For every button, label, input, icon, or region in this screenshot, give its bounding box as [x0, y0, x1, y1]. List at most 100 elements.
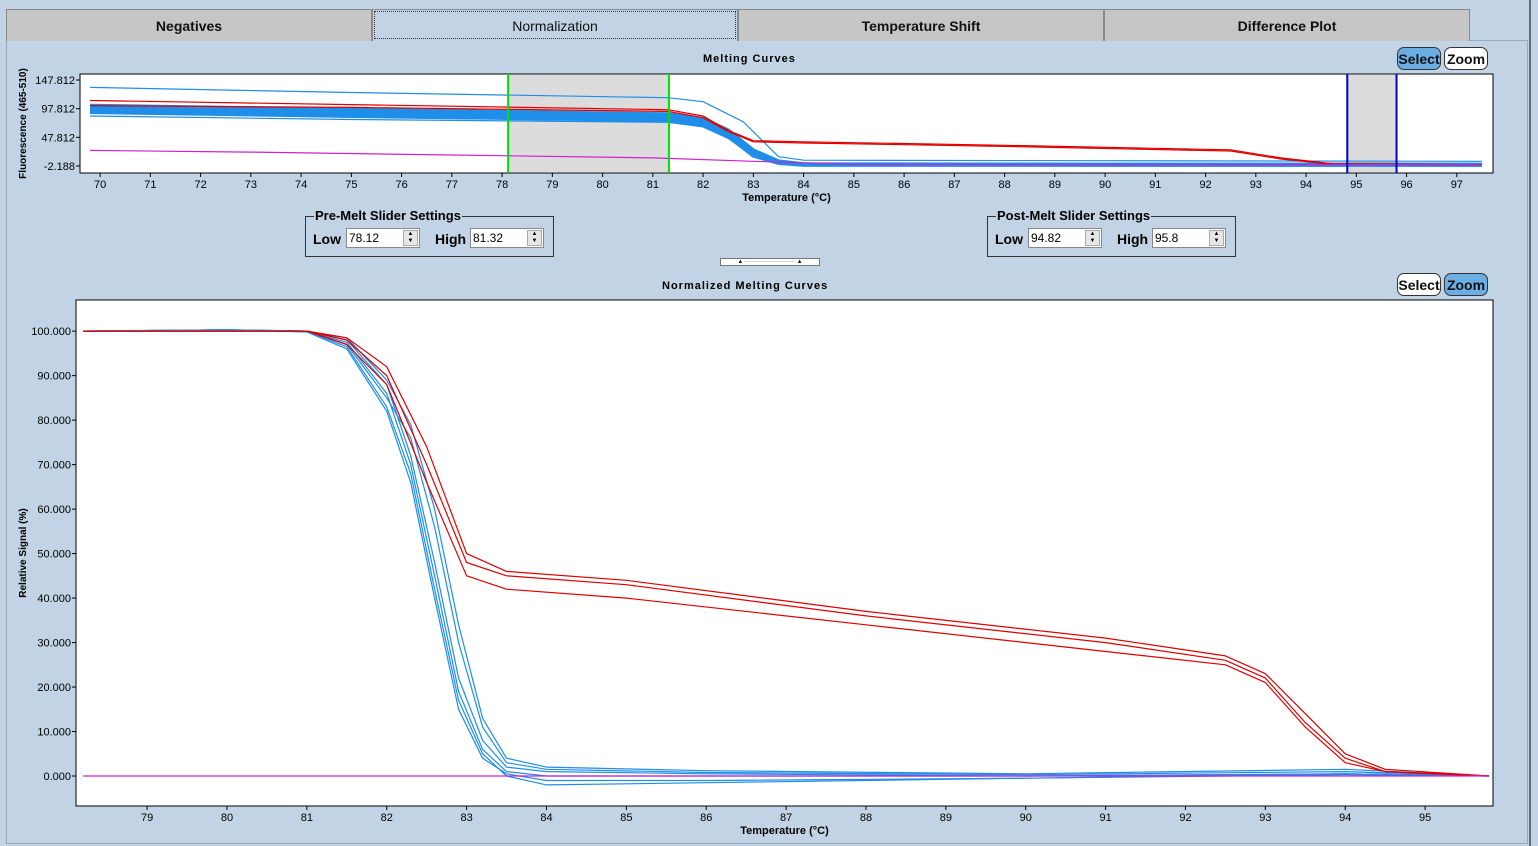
y-tick-label: 97.812 [41, 104, 75, 116]
x-tick-label: 92 [1199, 179, 1211, 191]
series-sample-high [89, 86, 1482, 162]
x-tick-label: 91 [1099, 812, 1111, 824]
postmelt-title: Post-Melt Slider Settings [996, 208, 1152, 223]
premelt-low-label: Low [313, 231, 341, 247]
tab-normalization[interactable]: Normalization [372, 9, 738, 41]
x-tick-label: 88 [860, 812, 872, 824]
melting-curves-title: Melting Curves [703, 53, 796, 65]
x-axis-label: Temperature (°C) [740, 825, 829, 837]
y-tick-label: 20.000 [37, 682, 71, 694]
postmelt-low-value: 94.82 [1031, 231, 1062, 245]
spin-arrows-icon[interactable]: ▲ ▼ [403, 230, 418, 246]
y-tick-label: 70.000 [37, 460, 71, 472]
x-tick-label: 71 [144, 179, 156, 191]
bottom-zoom-button[interactable]: Zoom [1444, 273, 1488, 296]
x-tick-label: 73 [245, 179, 257, 191]
top-zoom-button[interactable]: Zoom [1444, 47, 1488, 70]
postmelt-high-value: 95.8 [1155, 231, 1179, 245]
series-positive-2 [83, 330, 1490, 777]
premelt-low-value: 78.12 [349, 231, 380, 245]
y-tick-label: -2.188 [44, 161, 75, 173]
x-tick-label: 95 [1350, 179, 1362, 191]
premelt-high-value: 81.32 [473, 231, 504, 245]
spin-arrows-icon[interactable]: ▲ ▼ [527, 230, 542, 246]
x-tick-label: 89 [1049, 179, 1061, 191]
y-tick-label: 90.000 [37, 371, 71, 383]
window-border [1529, 0, 1538, 846]
series-positive-3 [83, 330, 1490, 777]
y-tick-label: 147.812 [35, 75, 75, 87]
x-tick-label: 74 [295, 179, 307, 191]
spin-arrows-icon[interactable]: ▲ ▼ [1085, 230, 1100, 246]
x-tick-label: 86 [898, 179, 910, 191]
x-tick-label: 82 [381, 812, 393, 824]
x-tick-label: 77 [446, 179, 458, 191]
tab-difference-plot[interactable]: Difference Plot [1104, 9, 1470, 41]
x-tick-label: 95 [1419, 812, 1431, 824]
bottom-select-button[interactable]: Select [1397, 273, 1441, 296]
x-axis-label: Temperature (°C) [742, 192, 831, 204]
y-tick-label: 50.000 [37, 549, 71, 561]
x-tick-label: 70 [94, 179, 106, 191]
x-tick-label: 90 [1099, 179, 1111, 191]
x-tick-label: 81 [301, 812, 313, 824]
x-tick-label: 85 [848, 179, 860, 191]
premelt-slider-settings: Pre-Melt Slider Settings Low 78.12 ▲ ▼ Hig… [305, 208, 554, 257]
x-tick-label: 85 [620, 812, 632, 824]
x-tick-label: 93 [1250, 179, 1262, 191]
postmelt-low-input[interactable]: 94.82 ▲ ▼ [1028, 228, 1102, 248]
plot-area [75, 299, 1494, 807]
tab-negatives[interactable]: Negatives [6, 9, 372, 41]
series-positive-1 [83, 330, 1490, 777]
x-tick-label: 94 [1339, 812, 1351, 824]
x-tick-label: 76 [395, 179, 407, 191]
x-tick-label: 84 [797, 179, 809, 191]
postmelt-high-label: High [1117, 231, 1149, 247]
post-melt-region [1347, 75, 1397, 172]
premelt-low-input[interactable]: 78.12 ▲ ▼ [346, 228, 420, 248]
x-tick-label: 81 [647, 179, 659, 191]
x-tick-label: 97 [1451, 179, 1463, 191]
x-tick-label: 87 [948, 179, 960, 191]
x-tick-label: 80 [221, 812, 233, 824]
x-tick-label: 83 [747, 179, 759, 191]
x-tick-label: 83 [460, 812, 472, 824]
x-tick-label: 90 [1020, 812, 1032, 824]
y-tick-label: 30.000 [37, 638, 71, 650]
x-tick-label: 75 [345, 179, 357, 191]
tab-temperature-shift[interactable]: Temperature Shift [738, 9, 1104, 41]
x-tick-label: 86 [700, 812, 712, 824]
top-select-button[interactable]: Select [1397, 47, 1441, 70]
x-tick-label: 79 [141, 812, 153, 824]
premelt-title: Pre-Melt Slider Settings [314, 208, 462, 223]
premelt-high-label: High [435, 231, 467, 247]
x-tick-label: 79 [546, 179, 558, 191]
x-tick-label: 88 [998, 179, 1010, 191]
x-tick-label: 84 [540, 812, 552, 824]
postmelt-low-label: Low [995, 231, 1023, 247]
y-tick-label: 80.000 [37, 415, 71, 427]
plot-area [79, 73, 1494, 174]
y-tick-label: 47.812 [41, 132, 75, 144]
series-negative [89, 149, 1482, 166]
y-tick-label: 40.000 [37, 593, 71, 605]
premelt-high-input[interactable]: 81.32 ▲ ▼ [470, 228, 544, 248]
postmelt-high-input[interactable]: 95.8 ▲ ▼ [1152, 228, 1226, 248]
y-tick-label: 100.000 [31, 326, 71, 338]
x-tick-label: 91 [1149, 179, 1161, 191]
y-axis-label: Relative Signal (%) [18, 508, 29, 597]
spin-arrows-icon[interactable]: ▲ ▼ [1209, 230, 1224, 246]
x-tick-label: 72 [194, 179, 206, 191]
series-positive-2 [89, 105, 1482, 166]
y-tick-label: 60.000 [37, 504, 71, 516]
x-tick-label: 89 [940, 812, 952, 824]
series-positive-1 [89, 99, 1482, 166]
x-tick-label: 80 [596, 179, 608, 191]
x-tick-label: 82 [697, 179, 709, 191]
y-tick-label: 0.000 [43, 771, 71, 783]
series-sample-3 [83, 329, 1490, 782]
x-tick-label: 92 [1179, 812, 1191, 824]
normalized-melting-curves-chart[interactable]: 79 80 81 82 83 84 85 86 87 88 89 90 91 92 93 94 95 100.00… [0, 290, 1510, 840]
panel-splitter[interactable]: ▲ ························· ▲ [720, 258, 820, 266]
melting-curves-chart[interactable]: 70 71 72 73 74 75 76 77 78 79 80 81 82 83 84 85 86 87 88 89… [0, 55, 1510, 210]
